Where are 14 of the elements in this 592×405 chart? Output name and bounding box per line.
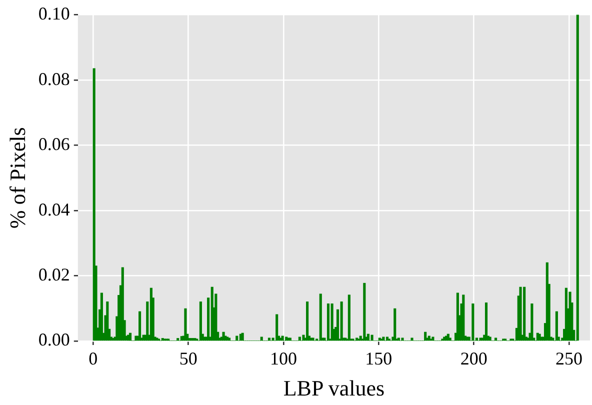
y-tick-label: 0.10	[38, 4, 70, 24]
y-tick-label: 0.02	[38, 264, 70, 284]
y-tick-label: 0.04	[38, 199, 70, 220]
y-tick-label: 0.08	[38, 68, 70, 89]
x-tick-label: 0	[88, 348, 98, 369]
x-tick-label: 50	[179, 348, 198, 369]
x-axis-title: LBP values	[283, 376, 385, 401]
y-axis-title: % of Pixels	[4, 127, 30, 229]
y-tick-label: 0.06	[38, 134, 70, 154]
x-tick-label: 150	[365, 348, 392, 369]
y-tick-label: 0.00	[38, 330, 70, 350]
x-tick-label: 250	[556, 348, 583, 369]
x-tick-label: 100	[270, 348, 297, 369]
x-tick-label: 200	[460, 348, 488, 369]
